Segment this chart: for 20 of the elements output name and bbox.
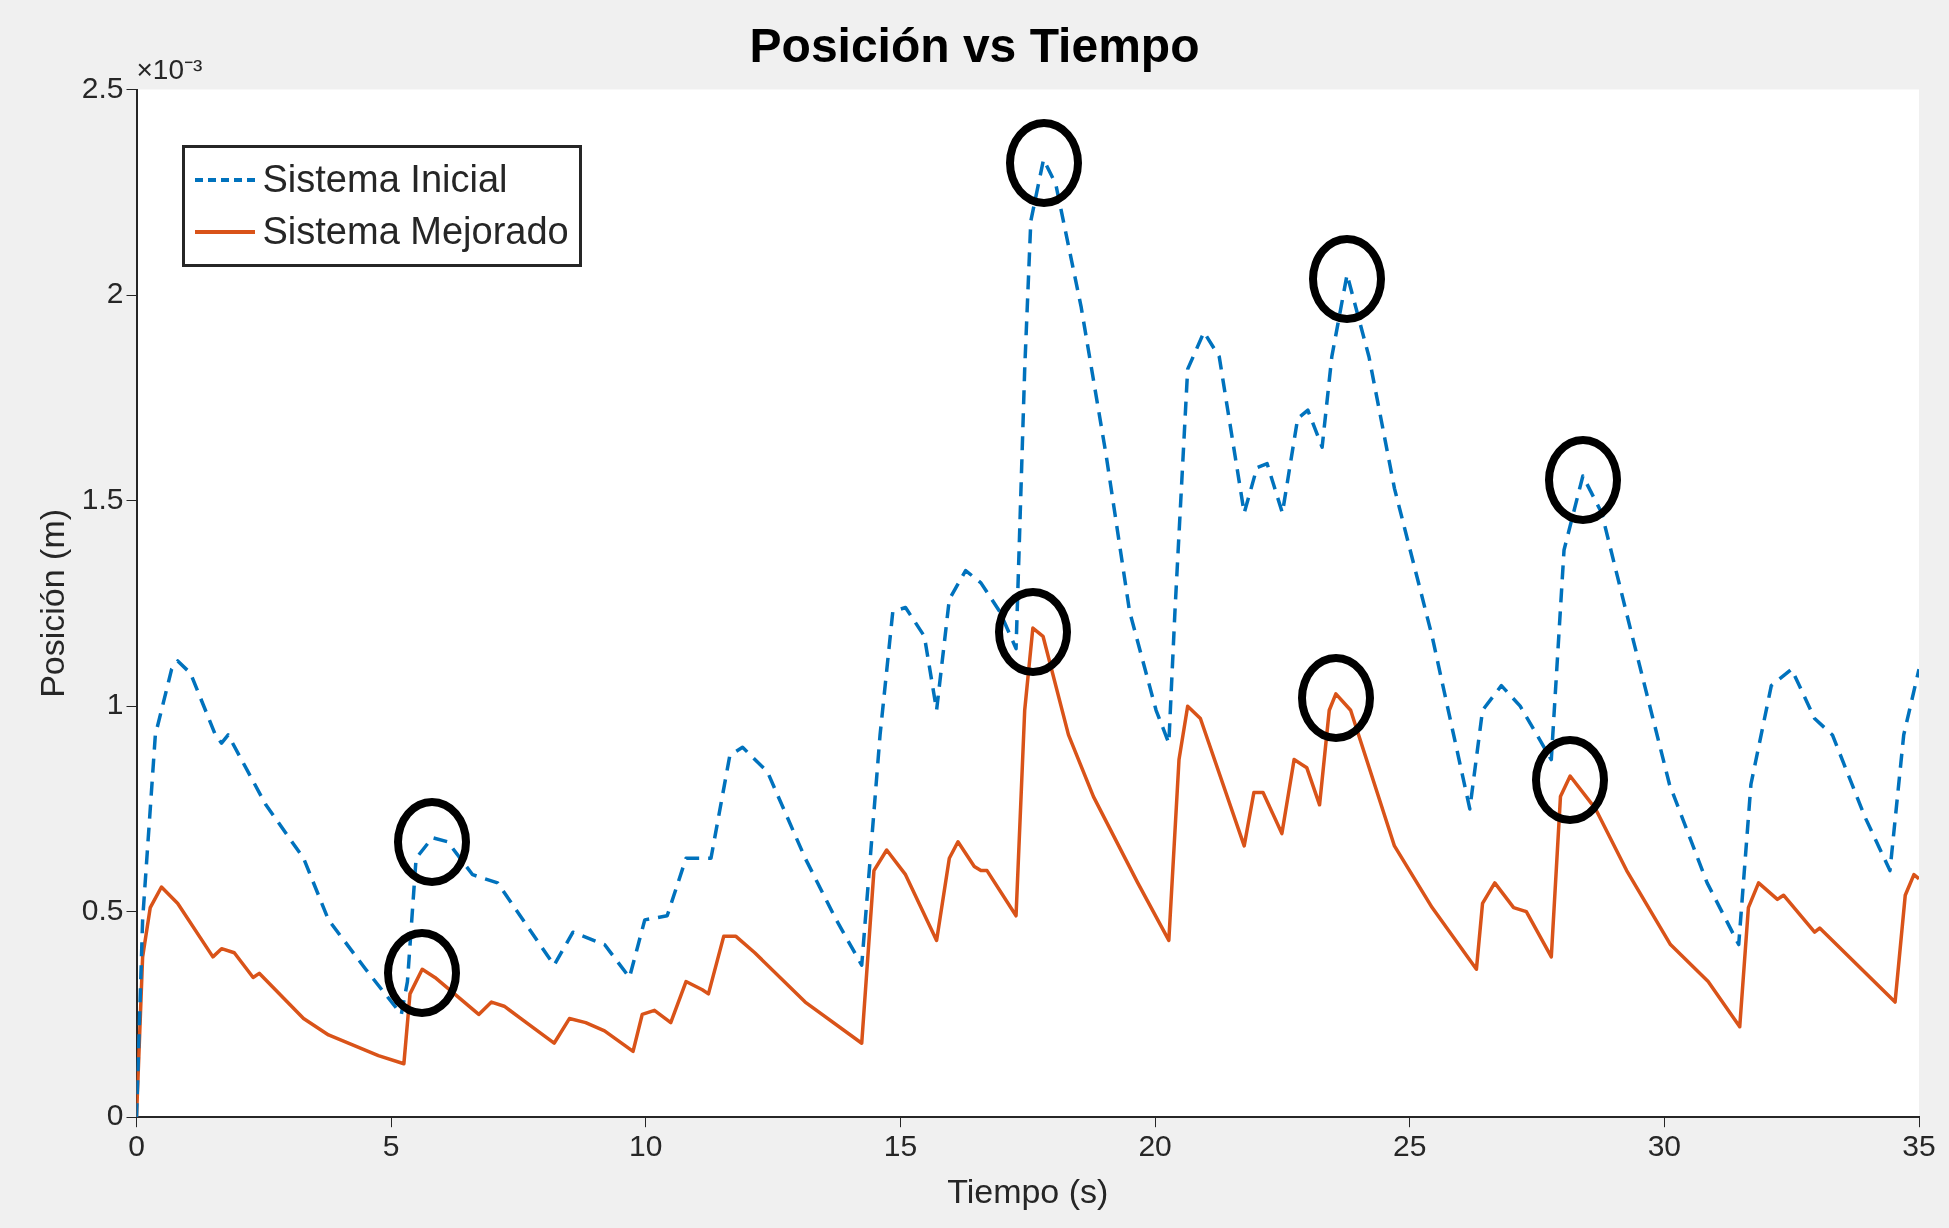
x-tick-label: 30 <box>1647 1129 1682 1163</box>
y-tick-label: 2 <box>106 276 124 310</box>
x-tick-label: 5 <box>382 1129 400 1163</box>
x-tick-label: 10 <box>629 1129 663 1163</box>
legend-label: Sistema Mejorado <box>262 210 569 254</box>
x-tick-label: 0 <box>128 1129 145 1163</box>
y-tick-label: 0.5 <box>81 892 124 926</box>
y-tick-label: 1 <box>106 687 124 721</box>
text: ×10⁻³ <box>136 54 203 86</box>
x-tick-label: 20 <box>1138 1129 1172 1163</box>
y-tick-label: 0 <box>106 1098 124 1132</box>
y-axis-title: Posición (m) <box>32 508 71 698</box>
y-tick-label: 2.5 <box>81 70 124 104</box>
x-tick-label: 25 <box>1393 1129 1427 1163</box>
chart-title: Posición vs Tiempo <box>749 19 1200 73</box>
legend-label: Sistema Inicial <box>262 158 508 202</box>
x-tick-label: 35 <box>1902 1129 1936 1163</box>
y-tick-label: 1.5 <box>81 481 124 515</box>
x-tick-label: 15 <box>883 1129 918 1163</box>
x-axis-title: Tiempo (s) <box>947 1171 1109 1210</box>
